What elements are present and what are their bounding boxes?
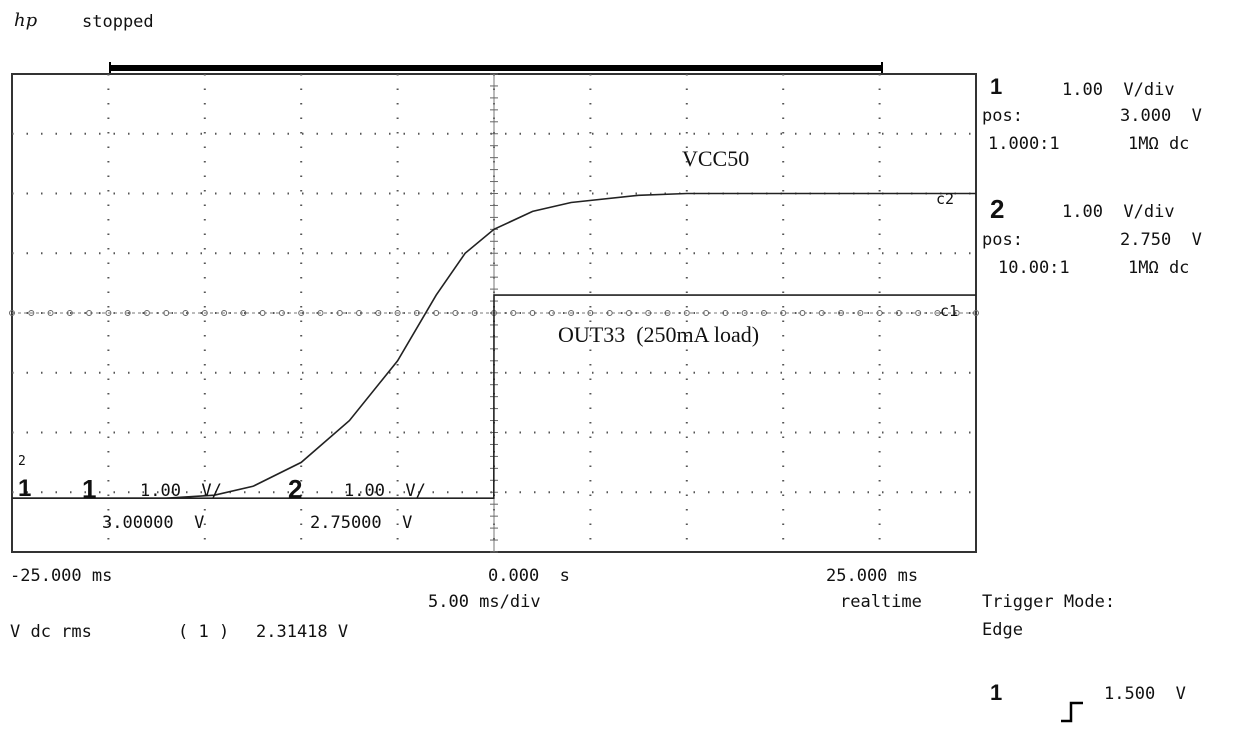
measurement-label: V dc rms <box>10 622 92 642</box>
ground-marker-channel-1: 1 <box>18 475 32 502</box>
center-axis-dot <box>201 310 208 316</box>
trigger-level: 1.500 V <box>1104 684 1186 704</box>
channel-1-scale: 1.00 V/div <box>1062 80 1175 100</box>
trigger-source: 1 <box>990 680 1003 705</box>
rising-edge-icon <box>1040 680 1085 729</box>
center-axis-dot <box>895 310 902 316</box>
center-axis-dot <box>9 310 15 316</box>
inscreen-ch2-offset: 2.75000 V <box>310 513 413 533</box>
center-axis-dot <box>356 310 363 316</box>
center-axis-dot <box>973 310 979 316</box>
center-axis-dot <box>105 310 112 316</box>
center-axis-dot <box>375 310 382 316</box>
trace-label-vcc50: VCC50 <box>682 146 750 171</box>
center-axis-dot <box>143 310 150 316</box>
channel-1-marker: c1 <box>940 302 959 320</box>
time-left-label: -25.000 ms <box>10 566 113 586</box>
trigger-mode-title: Trigger Mode: <box>982 592 1116 612</box>
traces <box>12 192 976 499</box>
center-axis-dot <box>587 310 594 316</box>
channel-2-marker: c2 <box>936 190 955 208</box>
center-axis-dot <box>606 310 613 316</box>
center-axis-dot <box>645 310 652 316</box>
inscreen-ch1-number: 1 <box>82 474 97 504</box>
center-axis-dot <box>741 310 748 316</box>
center-axis-dot <box>529 310 536 316</box>
center-axis-dot <box>124 310 131 316</box>
channel-1-pos-value: 3.000 V <box>1120 106 1202 126</box>
center-axis-dot <box>278 310 285 316</box>
center-axis-dot <box>625 310 632 316</box>
center-axis-dot <box>259 310 266 316</box>
ground-marker-channel-2: 2 <box>18 454 26 469</box>
hp-logo: hp <box>14 10 38 31</box>
center-axis-dot <box>799 310 806 316</box>
center-axis-dot <box>47 310 54 316</box>
center-axis-dot <box>452 310 459 316</box>
center-axis-dot <box>876 310 883 316</box>
center-axis-dot <box>221 310 228 316</box>
channel-2-scale: 1.00 V/div <box>1062 202 1175 222</box>
center-axis-dot <box>664 310 671 316</box>
center-axis-dot <box>703 310 710 316</box>
center-axis-dot <box>182 310 189 316</box>
center-axis-dot <box>413 310 420 316</box>
time-per-div: 5.00 ms/div <box>428 592 541 612</box>
inscreen-ch1-scale: 1.00 V/ <box>140 481 222 501</box>
center-axis-dot <box>28 310 35 316</box>
center-axis-dot <box>953 310 960 316</box>
center-axis-dot <box>433 310 440 316</box>
center-axis-dot <box>780 310 787 316</box>
center-axis-dot <box>760 310 767 316</box>
channel-2-coupling: 1MΩ dc <box>1128 258 1190 278</box>
acquisition-status: stopped <box>82 12 154 32</box>
channel-1-coupling: 1MΩ dc <box>1128 134 1190 154</box>
center-axis-dot <box>683 310 690 316</box>
center-axis-dot <box>66 310 73 316</box>
center-axis-dot <box>568 310 575 316</box>
center-axis-dot <box>240 310 247 316</box>
scope-display <box>9 62 979 553</box>
center-axis-dot <box>510 310 517 316</box>
channel-2-pos-value: 2.750 V <box>1120 230 1202 250</box>
measurement-channel: ( 1 ) <box>178 622 230 642</box>
channel-1-probe: 1.000:1 <box>988 134 1060 154</box>
center-axis-dot <box>838 310 845 316</box>
trigger-mode-value: Edge <box>982 620 1023 640</box>
channel-2-pos-label: pos: <box>982 230 1023 250</box>
channel-1-number: 1 <box>990 74 1003 99</box>
channel-2-probe: 10.00:1 <box>998 258 1070 278</box>
center-axis-dot <box>317 310 324 316</box>
center-axis-dot <box>915 310 922 316</box>
time-right-label: 25.000 ms <box>826 566 919 586</box>
center-axis-dot <box>336 310 343 316</box>
center-axis-dot <box>298 310 305 316</box>
center-axis-dot <box>934 310 941 316</box>
trace-out33 <box>12 294 976 499</box>
time-center-label: 0.000 s <box>488 566 570 586</box>
trace-vcc50 <box>12 192 976 499</box>
acquisition-mode: realtime <box>840 592 922 612</box>
center-axis-dot <box>857 310 864 316</box>
inscreen-ch2-number: 2 <box>288 474 303 504</box>
trace-label-out33: OUT33 (250mA load) <box>558 322 760 347</box>
measurement-value: 2.31418 V <box>256 622 349 642</box>
center-axis-dot <box>722 310 729 316</box>
center-axis-dot <box>471 310 478 316</box>
center-axis-dot <box>86 310 93 316</box>
channel-2-number: 2 <box>990 194 1005 224</box>
center-axis-dot <box>163 310 170 316</box>
inscreen-ch2-scale: 1.00 V/ <box>344 481 426 501</box>
inscreen-ch1-offset: 3.00000 V <box>102 513 205 533</box>
center-axis-dot <box>394 310 401 316</box>
channel-1-pos-label: pos: <box>982 106 1023 126</box>
center-axis-dot <box>548 310 555 316</box>
center-axis-dot <box>818 310 825 316</box>
